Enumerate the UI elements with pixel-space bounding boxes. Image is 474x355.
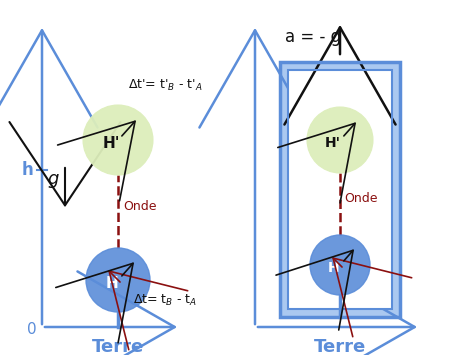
Bar — [288, 70, 392, 309]
Text: Terre: Terre — [314, 338, 366, 355]
Text: Terre: Terre — [92, 338, 144, 355]
Text: H': H' — [102, 136, 120, 151]
Text: a = - g: a = - g — [285, 28, 341, 46]
Bar — [280, 62, 400, 317]
Text: H: H — [328, 261, 340, 275]
Text: $\Delta$t= t$_B$ - t$_A$: $\Delta$t= t$_B$ - t$_A$ — [133, 293, 197, 307]
Text: H: H — [106, 275, 118, 290]
Text: 0: 0 — [27, 322, 37, 337]
Circle shape — [310, 235, 370, 295]
Text: $\Delta$t'= t'$_B$ - t'$_A$: $\Delta$t'= t'$_B$ - t'$_A$ — [128, 77, 202, 93]
Text: Onde: Onde — [123, 200, 156, 213]
Bar — [280, 62, 400, 317]
Circle shape — [83, 105, 153, 175]
Bar — [288, 70, 392, 309]
Text: g: g — [47, 170, 59, 189]
Circle shape — [307, 107, 373, 173]
Text: Onde: Onde — [344, 192, 377, 206]
Circle shape — [86, 248, 150, 312]
Text: H': H' — [325, 136, 341, 150]
Text: h: h — [22, 161, 34, 179]
